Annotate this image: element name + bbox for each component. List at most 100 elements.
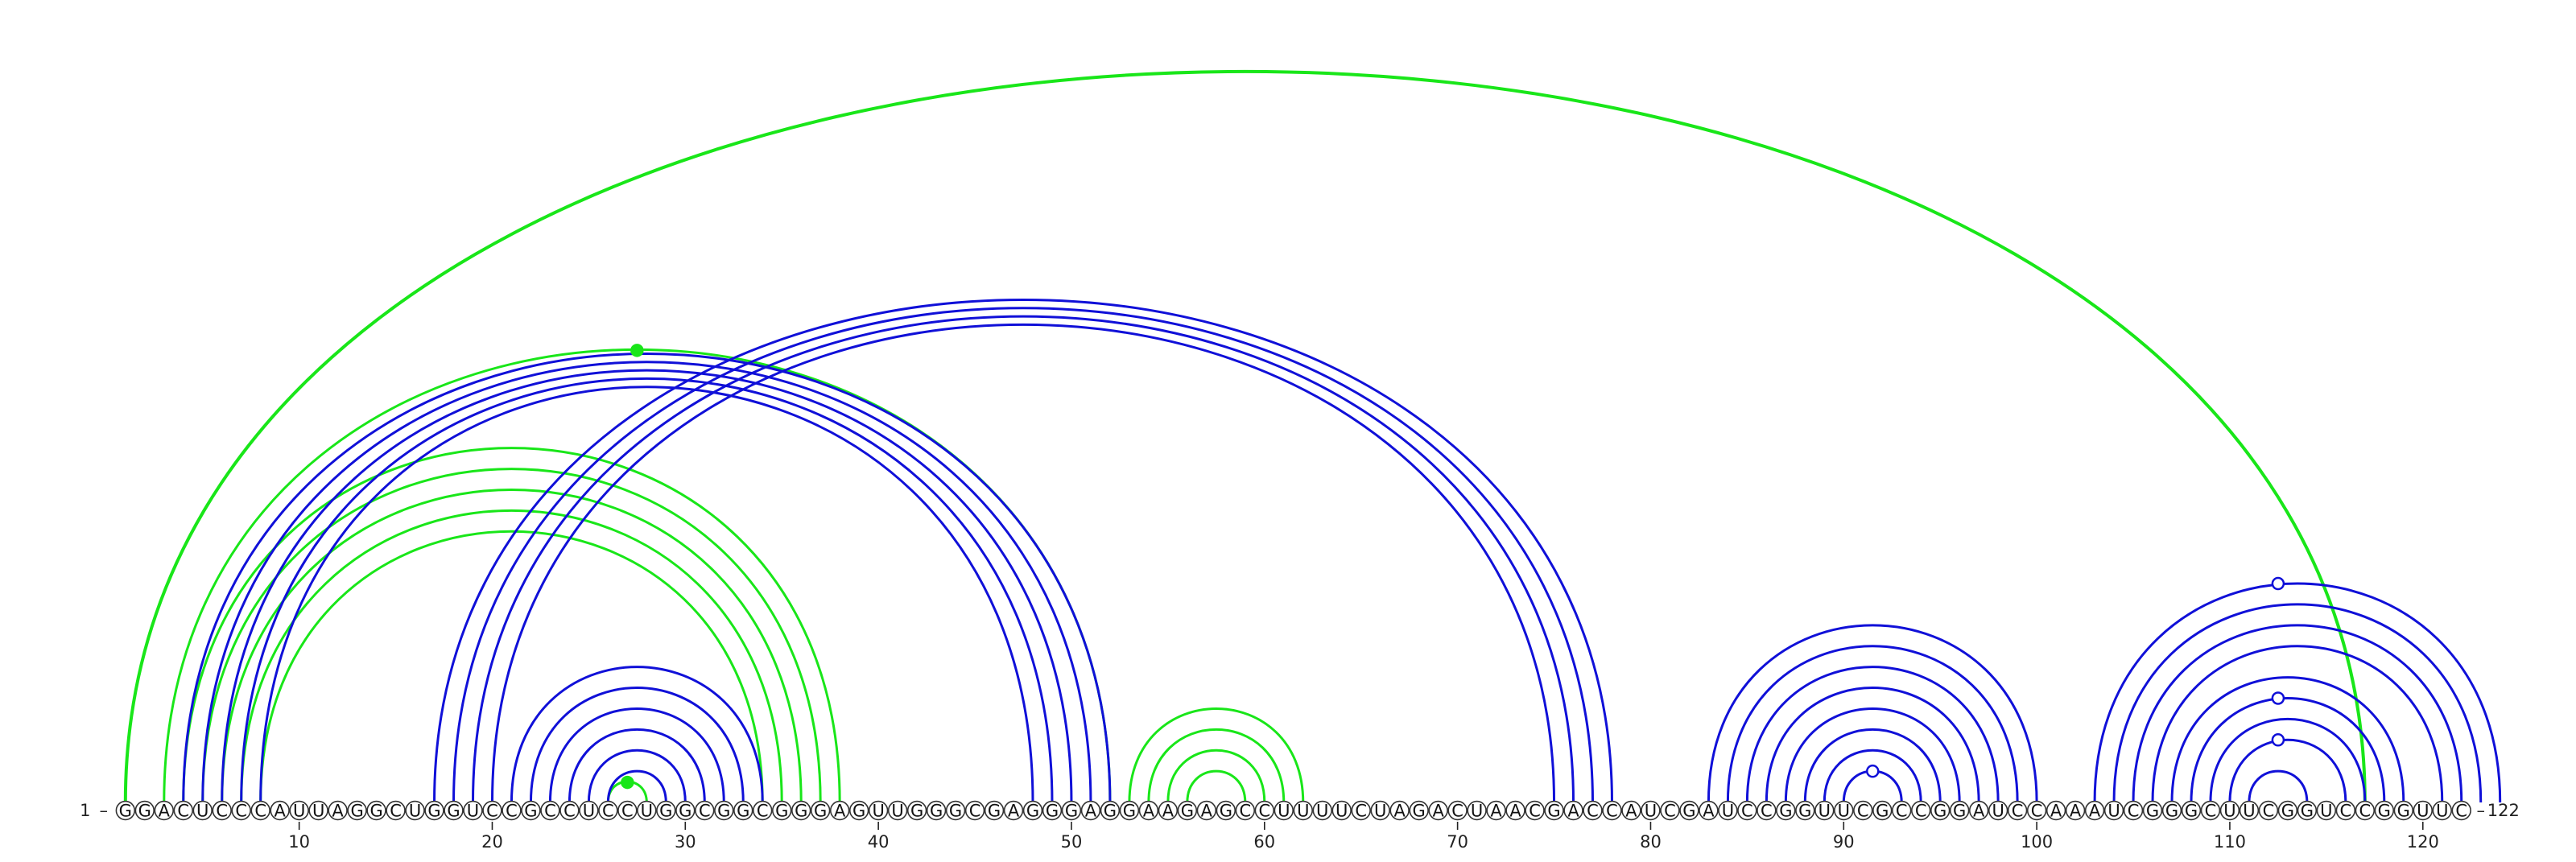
svg-text:U: U <box>1992 802 2004 821</box>
nucleotide: A <box>1003 800 1024 821</box>
svg-text:G: G <box>1413 802 1426 821</box>
svg-text:C: C <box>235 802 247 821</box>
nucleotide: U <box>2316 800 2337 821</box>
nucleotide: C <box>2026 800 2047 821</box>
nucleotide: U <box>2413 800 2433 821</box>
nucleotide: G <box>1409 800 1429 821</box>
svg-text:G: G <box>775 802 788 821</box>
nucleotide: A <box>1699 800 1719 821</box>
nucleotide: A <box>1196 800 1217 821</box>
svg-text:C: C <box>602 802 614 821</box>
arc-marker <box>2271 691 2285 705</box>
svg-text:G: G <box>1779 802 1792 821</box>
svg-text:C: C <box>1529 802 1541 821</box>
svg-text:C: C <box>621 802 634 821</box>
nucleotide: A <box>154 800 174 821</box>
nucleotide: C <box>2258 800 2279 821</box>
svg-text:C: C <box>1606 802 1618 821</box>
nucleotide: U <box>1312 800 1332 821</box>
svg-text:U: U <box>1297 802 1309 821</box>
nucleotide: U <box>1293 800 1313 821</box>
green-arc <box>1128 707 1305 803</box>
axis-tick-label: 90 <box>1833 832 1855 852</box>
nucleotide: C <box>386 800 406 821</box>
svg-text:C: C <box>564 802 576 821</box>
nucleotide: U <box>1641 800 1661 821</box>
blue-arc <box>510 666 764 803</box>
nucleotide: A <box>1563 800 1583 821</box>
blue-arc <box>2228 739 2347 803</box>
axis-tick-label: 10 <box>288 832 310 852</box>
svg-text:C: C <box>1355 802 1367 821</box>
nucleotide: G <box>984 800 1005 821</box>
nucleotide: U <box>1467 800 1487 821</box>
svg-text:G: G <box>1682 802 1695 821</box>
blue-arc <box>1784 707 1961 803</box>
svg-text:U: U <box>2320 802 2332 821</box>
svg-text:C: C <box>486 802 498 821</box>
blue-arc <box>201 361 1092 803</box>
svg-text:G: G <box>930 802 943 821</box>
nucleotide: C <box>2123 800 2144 821</box>
svg-text:U: U <box>2243 802 2255 821</box>
nucleotide: G <box>1216 800 1236 821</box>
svg-text:C: C <box>1587 802 1599 821</box>
blue-arc <box>1707 624 2038 803</box>
nucleotide: C <box>173 800 193 821</box>
svg-text:C: C <box>1741 802 1753 821</box>
nucleotide: U <box>887 800 908 821</box>
blue-arc <box>452 307 1595 803</box>
nucleotide: C <box>1583 800 1603 821</box>
svg-text:U: U <box>1722 802 1734 821</box>
start-dash: – <box>100 801 109 820</box>
svg-text:G: G <box>427 802 440 821</box>
nucleotide: A <box>1505 800 1525 821</box>
svg-text:G: G <box>679 802 691 821</box>
svg-text:A: A <box>1625 802 1637 821</box>
blue-arc <box>2170 676 2405 803</box>
nucleotide: U <box>405 800 425 821</box>
blue-arcs-group <box>182 298 2502 803</box>
start-index-label: 1 <box>80 801 90 820</box>
svg-text:U: U <box>409 802 421 821</box>
svg-text:A: A <box>1490 802 1502 821</box>
axis-tick-label: 110 <box>2214 832 2246 852</box>
nucleotide: A <box>1080 800 1101 821</box>
nucleotide: C <box>231 800 251 821</box>
svg-text:C: C <box>1761 802 1773 821</box>
blue-arc <box>490 323 1556 803</box>
nucleotide: G <box>1042 800 1063 821</box>
index-axis: 10 20 30 40 50 60 70 80 90 100 110 120 <box>288 822 2439 852</box>
nucleotide: C <box>2451 800 2471 821</box>
svg-text:C: C <box>216 802 228 821</box>
svg-text:C: C <box>699 802 711 821</box>
svg-text:G: G <box>1104 802 1117 821</box>
nucleotide: C <box>2355 800 2376 821</box>
nucleotide: U <box>2239 800 2260 821</box>
blue-arc <box>1803 728 1942 803</box>
blue-arc <box>548 707 725 803</box>
green-arc <box>201 468 822 803</box>
svg-text:A: A <box>1085 802 1097 821</box>
nucleotide: G <box>134 800 155 821</box>
blue-arc <box>1745 666 2000 803</box>
axis-tick-label: 120 <box>2407 832 2439 852</box>
svg-text:U: U <box>1278 802 1290 821</box>
nucleotide: G <box>1061 800 1082 821</box>
nucleotide: A <box>1621 800 1641 821</box>
nucleotide: U <box>2219 800 2240 821</box>
nucleotide: C <box>212 800 232 821</box>
nucleotide: C <box>753 800 773 821</box>
nucleotide: G <box>347 800 367 821</box>
nucleotide: A <box>1486 800 1506 821</box>
nucleotide: U <box>637 800 657 821</box>
svg-text:C: C <box>506 802 518 821</box>
svg-text:G: G <box>1026 802 1039 821</box>
end-dash: – <box>2476 801 2485 820</box>
end-index-label: 122 <box>2487 801 2520 820</box>
svg-text:G: G <box>2281 802 2294 821</box>
svg-text:U: U <box>1818 802 1831 821</box>
nucleotide: G <box>1930 800 1951 821</box>
svg-text:C: C <box>1239 802 1251 821</box>
